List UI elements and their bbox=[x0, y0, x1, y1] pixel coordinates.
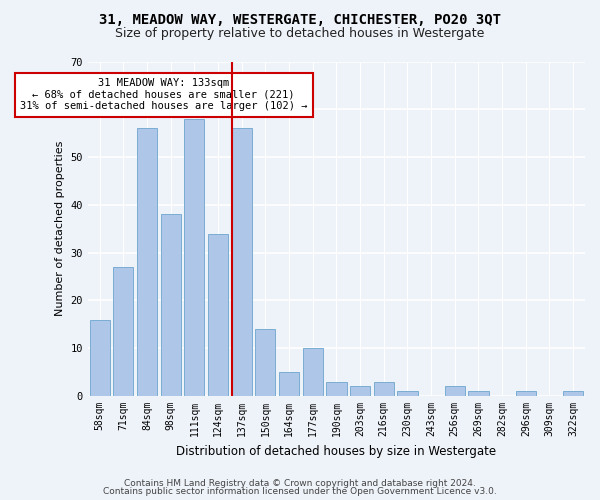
Text: Contains HM Land Registry data © Crown copyright and database right 2024.: Contains HM Land Registry data © Crown c… bbox=[124, 478, 476, 488]
Bar bbox=[326, 382, 347, 396]
Bar bbox=[89, 320, 110, 396]
Bar bbox=[374, 382, 394, 396]
Text: 31, MEADOW WAY, WESTERGATE, CHICHESTER, PO20 3QT: 31, MEADOW WAY, WESTERGATE, CHICHESTER, … bbox=[99, 12, 501, 26]
Text: Contains public sector information licensed under the Open Government Licence v3: Contains public sector information licen… bbox=[103, 487, 497, 496]
Bar bbox=[161, 214, 181, 396]
Bar bbox=[279, 372, 299, 396]
Bar bbox=[303, 348, 323, 396]
Text: 31 MEADOW WAY: 133sqm
← 68% of detached houses are smaller (221)
31% of semi-det: 31 MEADOW WAY: 133sqm ← 68% of detached … bbox=[20, 78, 307, 112]
Bar bbox=[469, 392, 488, 396]
Bar bbox=[232, 128, 252, 396]
Bar bbox=[563, 392, 583, 396]
Bar bbox=[445, 386, 465, 396]
Bar bbox=[350, 386, 370, 396]
Bar bbox=[113, 267, 133, 396]
Bar bbox=[397, 392, 418, 396]
Bar bbox=[208, 234, 228, 396]
X-axis label: Distribution of detached houses by size in Westergate: Distribution of detached houses by size … bbox=[176, 444, 497, 458]
Bar bbox=[516, 392, 536, 396]
Text: Size of property relative to detached houses in Westergate: Size of property relative to detached ho… bbox=[115, 28, 485, 40]
Bar bbox=[137, 128, 157, 396]
Bar bbox=[184, 119, 205, 396]
Bar bbox=[256, 329, 275, 396]
Y-axis label: Number of detached properties: Number of detached properties bbox=[55, 141, 65, 316]
